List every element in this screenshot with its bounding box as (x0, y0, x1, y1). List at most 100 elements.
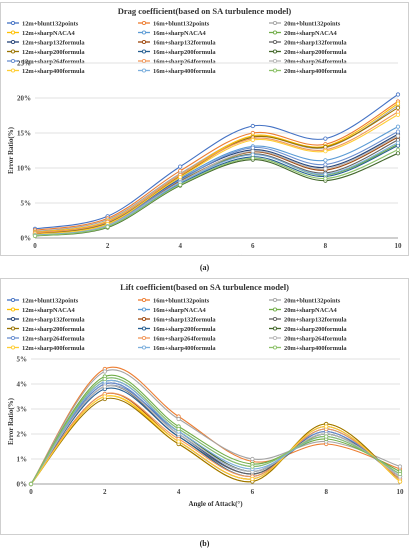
drag-legend-label: 16m+sharp264formula (153, 59, 216, 66)
lift-ytick-label: 1% (17, 456, 28, 464)
lift-legend-marker (10, 297, 16, 303)
drag-series-line (34, 111, 399, 234)
lift-x-axis-title: Angle of Attack(°) (188, 500, 243, 508)
drag-data-point (395, 147, 401, 152)
drag-legend-label: 20m+sharp200formula (284, 49, 347, 56)
drag-legend-label: 16m+sharpNACA4 (153, 30, 206, 37)
lift-data-point (250, 456, 255, 462)
lift-legend-marker (141, 307, 147, 312)
drag-data-point (250, 145, 255, 150)
lift-series-line (30, 397, 401, 485)
drag-ytick-label: 0% (21, 235, 32, 243)
lift-legend-marker (10, 345, 16, 350)
lift-chart-panel: Lift coefficient(based on SA turbulence … (0, 278, 409, 535)
drag-legend-marker (10, 30, 16, 35)
drag-y-axis-title: Error Ratio(%) (7, 126, 15, 174)
drag-data-point (323, 166, 328, 171)
drag-series-line (34, 94, 399, 230)
drag-legend-label: 12m+sharp264formula (22, 59, 85, 66)
drag-series-line (34, 152, 399, 237)
lift-xtick-label: 6 (251, 488, 255, 496)
lift-legend-label: 20m+sharp132formula (284, 317, 347, 324)
drag-legend-label: 12m+blunt132points (22, 21, 79, 28)
drag-legend-label: 20m+blunt132points (284, 21, 341, 28)
drag-ytick-label: 10% (17, 165, 31, 173)
lift-legend-label: 12m+sharp132formula (22, 317, 85, 324)
drag-legend-label: 16m+blunt132points (153, 21, 210, 28)
drag-legend-label: 20m+sharpNACA4 (284, 30, 337, 37)
drag-data-point (395, 101, 401, 106)
drag-data-point (395, 151, 401, 156)
lift-series-line (30, 384, 401, 485)
drag-legend-marker (272, 68, 278, 73)
lift-series-line (30, 374, 401, 485)
drag-legend-marker (141, 49, 147, 54)
drag-legend-label: 20m+sharp400formula (284, 68, 347, 75)
lift-ytick-label: 4% (17, 381, 28, 389)
lift-data-point (28, 481, 34, 487)
lift-legend-marker (272, 345, 278, 350)
drag-legend-label: 12m+sharp400formula (22, 68, 85, 75)
drag-legend-label: 16m+sharp400formula (153, 68, 216, 75)
lift-xtick-label: 8 (324, 488, 328, 496)
lift-ytick-label: 0% (17, 481, 28, 489)
drag-legend-marker (10, 58, 16, 64)
lift-legend-label: 12m+sharp200formula (22, 326, 85, 333)
lift-data-point (176, 426, 181, 432)
drag-series-line (34, 135, 399, 236)
drag-series-line (34, 114, 399, 236)
lift-legend-label: 20m+blunt132points (284, 298, 341, 305)
drag-data-point (178, 182, 183, 187)
drag-data-point (105, 224, 110, 229)
drag-xtick-label: 10 (395, 242, 403, 250)
lift-title: Lift coefficient(based on SA turbulence … (120, 282, 289, 292)
lift-legend-label: 12m+sharpNACA4 (22, 307, 75, 314)
drag-data-point (250, 152, 255, 157)
drag-series-line (34, 143, 399, 235)
drag-data-point (395, 140, 401, 145)
drag-data-point (323, 172, 328, 177)
lift-legend-label: 20m+sharp400formula (284, 345, 347, 352)
drag-data-point (32, 233, 38, 238)
lift-xtick-label: 0 (29, 488, 33, 496)
lift-legend-label: 20m+sharpNACA4 (284, 307, 337, 314)
lift-legend-label: 16m+sharp200formula (153, 326, 216, 333)
lift-legend-marker (10, 326, 16, 331)
drag-xtick-label: 6 (251, 242, 255, 250)
lift-data-point (176, 416, 181, 422)
lift-legend-marker (141, 345, 147, 350)
lift-data-point (102, 384, 107, 389)
drag-ytick-label: 25% (17, 60, 31, 68)
lift-legend-marker (272, 297, 278, 303)
lift-ytick-label: 5% (17, 356, 28, 364)
lift-data-point (102, 376, 107, 382)
drag-legend-label: 16m+sharp132formula (153, 40, 216, 47)
lift-legend-marker (141, 297, 147, 303)
drag-data-point (250, 123, 255, 129)
drag-series-line (34, 142, 399, 236)
lift-series-line (30, 392, 401, 485)
drag-series-line (34, 149, 399, 237)
drag-data-point (323, 162, 328, 167)
lift-legend-marker (10, 307, 16, 312)
lift-xtick-label: 4 (177, 488, 181, 496)
drag-legend-marker (10, 68, 16, 73)
lift-legend-marker (10, 335, 16, 341)
drag-ytick-label: 15% (17, 130, 31, 138)
lift-chart: Lift coefficient(based on SA turbulence … (7, 282, 404, 508)
drag-data-point (178, 164, 183, 169)
drag-legend-marker (272, 20, 278, 26)
lift-legend-marker (272, 335, 278, 341)
drag-data-point (323, 136, 328, 141)
drag-data-point (323, 158, 328, 163)
drag-series-line (34, 133, 399, 235)
drag-xtick-label: 4 (178, 242, 182, 250)
drag-chart-panel: Drag coefficient(based on SA turbulence … (0, 2, 409, 262)
lift-legend-label: 12m+sharp400formula (22, 345, 85, 352)
lift-legend-label: 20m+sharp264formula (284, 336, 347, 343)
lift-legend-marker (272, 307, 278, 312)
lift-xtick-label: 2 (103, 488, 107, 496)
drag-legend-label: 20m+sharp264formula (284, 59, 347, 66)
lift-data-point (397, 479, 403, 484)
drag-data-point (178, 175, 183, 180)
